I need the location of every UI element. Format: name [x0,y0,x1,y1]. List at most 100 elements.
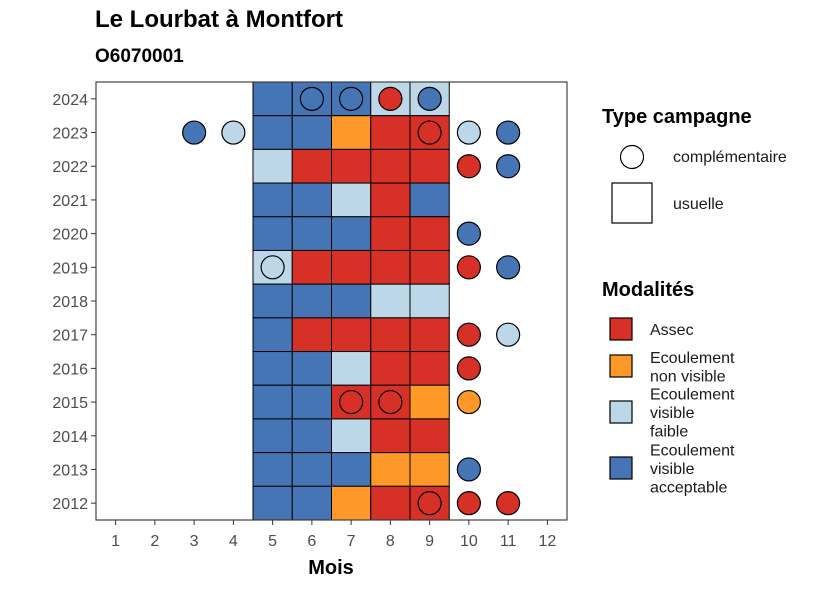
tile-2022-6 [291,148,332,184]
tile-2022-7 [331,148,372,184]
legend-label-line: Ecoulement [650,350,735,367]
tile-2015-9 [409,384,450,420]
tile-2017-5 [252,317,293,353]
complementaire-points [182,86,521,516]
legend-complementaire-circle-icon [619,144,645,170]
point-2017-10 [456,322,481,347]
y-tick-label: 2024 [52,92,88,109]
tile-2024-5 [252,81,293,117]
y-tick-label: 2022 [52,159,88,176]
y-tick-label: 2017 [52,328,88,345]
point-2012-11 [496,491,521,516]
point-2024-6 [299,86,324,111]
tile-2018-8 [370,283,411,319]
tile-2021-9 [409,182,450,218]
point-2020-10 [456,221,481,246]
point-2019-11 [496,255,521,280]
tile-2013-5 [252,452,293,487]
usuelle-cells [252,81,450,521]
legend-label-line: Ecoulement [650,387,735,404]
tile-2020-9 [409,216,450,251]
chart-title: Le Lourbat à Montfort [95,6,343,33]
legend-label-line: faible [650,424,688,441]
x-tick-label: 2 [150,533,159,550]
tile-2013-7 [331,452,372,487]
tile-2016-8 [370,351,411,386]
point-2024-7 [339,86,364,111]
point-2016-10 [456,356,481,381]
legend-key-ecoulement-non-visible [609,354,633,378]
legend-type-campagne: Type campagne complémentaire usuelle [602,106,787,224]
tile-2014-8 [370,418,411,454]
point-2024-8 [378,86,403,111]
tile-2016-5 [252,351,293,386]
point-2012-9 [417,491,442,516]
tile-2012-5 [252,485,293,521]
legend-key-assec [609,317,633,341]
tile-2015-6 [291,384,332,420]
tile-2020-7 [331,216,372,251]
tile-2012-6 [291,485,332,521]
point-2015-8 [378,389,403,415]
x-tick-label: 7 [347,533,356,550]
tile-2018-5 [252,283,293,319]
tile-2021-8 [370,182,411,218]
x-tick-label: 6 [307,533,316,550]
tile-2018-9 [409,283,450,319]
tile-2019-9 [409,249,450,285]
tile-2017-9 [409,317,450,353]
y-tick-label: 2014 [52,429,88,446]
point-2017-11 [496,322,521,347]
plot-area [95,81,568,521]
tile-2019-7 [331,249,372,285]
point-2023-4 [221,120,246,145]
tile-2015-5 [252,384,293,420]
tile-2017-6 [291,317,332,353]
point-2023-9 [417,120,442,145]
tile-2013-8 [370,452,411,487]
point-2015-10 [456,389,481,415]
y-tick-label: 2018 [52,294,88,311]
point-2022-10 [456,154,481,179]
x-axis-title: Mois [308,557,354,579]
tile-2013-6 [291,452,332,487]
point-2023-11 [496,120,521,145]
point-2023-3 [182,120,207,145]
legend-complementaire-label: complémentaire [673,149,787,166]
point-2019-10 [456,255,481,280]
point-2022-11 [496,154,521,179]
point-2019-5 [260,255,285,280]
y-tick-label: 2020 [52,227,88,244]
x-tick-label: 3 [190,533,199,550]
point-2012-10 [456,491,481,516]
tile-2020-8 [370,216,411,251]
y-tick-label: 2015 [52,395,88,412]
y-tick-label: 2016 [52,361,88,378]
tile-2020-5 [252,216,293,251]
tile-2023-7 [331,115,372,150]
y-tick-label: 2021 [52,193,88,210]
tile-2022-5 [252,148,293,184]
x-tick-label: 11 [500,533,517,550]
legend-key-ecoulement-visible-faible [609,400,633,424]
x-tick-label: 8 [386,533,395,550]
legend-modalites-title: Modalités [602,279,694,301]
x-tick-label: 1 [111,533,120,550]
tile-2012-7 [331,485,372,521]
legend-campagne-title: Type campagne [602,106,752,128]
tile-2019-8 [370,249,411,285]
y-tick-label: 2012 [52,496,88,513]
legend-usuelle-label: usuelle [673,196,724,213]
tile-2013-9 [409,452,450,487]
tile-2018-6 [291,283,332,319]
x-tick-label: 4 [229,533,238,550]
point-2015-7 [339,389,364,415]
tile-2014-6 [291,418,332,454]
tile-2022-8 [370,148,411,184]
tile-2014-5 [252,418,293,454]
chart-subtitle: O6070001 [95,46,184,67]
tile-2016-6 [291,351,332,386]
legend-usuelle-square-icon [611,182,653,224]
